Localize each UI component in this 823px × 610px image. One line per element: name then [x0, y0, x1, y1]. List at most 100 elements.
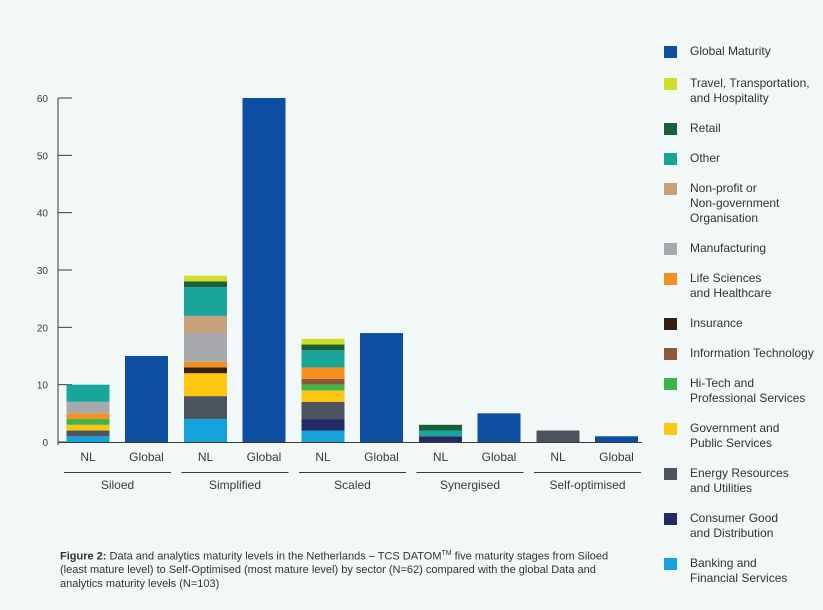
legend-swatch — [664, 558, 677, 570]
bar-segment — [125, 356, 168, 442]
bar-segment — [184, 367, 227, 374]
legend-item: Government and Public Services — [664, 421, 779, 451]
bar-segment — [184, 315, 227, 334]
legend-item: Banking and Financial Services — [664, 556, 787, 586]
bar-segment — [184, 281, 227, 288]
legend-item: Global Maturity — [664, 44, 771, 59]
bar-segment — [301, 344, 345, 351]
legend-swatch — [664, 153, 677, 165]
y-tick-label: 20 — [37, 323, 49, 334]
legend-swatch — [664, 423, 677, 435]
bar-segment — [184, 361, 227, 368]
bar-segment — [66, 413, 110, 420]
legend-label: Other — [690, 151, 721, 165]
bar-segment — [184, 287, 227, 316]
legend-label: Consumer Good and Distribution — [690, 511, 779, 540]
legend-label: Banking and Financial Services — [690, 556, 788, 585]
bar-segment — [419, 436, 462, 442]
legend-swatch — [664, 348, 677, 360]
legend-swatch — [664, 78, 677, 90]
bar-segment — [66, 401, 110, 414]
bar-segment — [301, 419, 345, 431]
legend-swatch — [664, 46, 677, 58]
legend-swatch — [664, 378, 677, 390]
bar-segment — [301, 338, 345, 345]
legend-label: Insurance — [690, 316, 743, 330]
bar-segment — [301, 384, 345, 391]
bar-segment — [301, 378, 345, 385]
legend-label: Non-profit or Non-government Organisatio… — [690, 181, 780, 225]
legend-swatch — [664, 468, 677, 480]
legend-label: Government and Public Services — [690, 421, 780, 450]
bar-segment — [360, 333, 403, 442]
legend-item: Retail — [664, 121, 721, 136]
bar-segment — [536, 430, 580, 442]
x-tick-label: NL — [80, 450, 96, 464]
legend-label: Information Technology — [690, 346, 814, 360]
legend-label: Life Sciences and Healthcare — [690, 271, 772, 300]
y-tick-marks — [57, 97, 642, 445]
legend-label: Travel, Transportation, and Hospitality — [690, 76, 810, 105]
x-tick-label: NL — [198, 450, 214, 464]
bar-segment — [301, 430, 345, 442]
y-tick-label: 40 — [37, 209, 49, 220]
legend-item: Hi-Tech and Professional Services — [664, 376, 805, 406]
legend-item: Insurance — [664, 316, 743, 331]
caption-text: Data and analytics maturity levels in th… — [106, 550, 442, 563]
bar-segment — [595, 436, 638, 442]
bar-segment — [419, 430, 462, 437]
legend-item: Information Technology — [664, 346, 814, 361]
legend-swatch — [664, 513, 677, 525]
legend-swatch — [664, 183, 677, 195]
legend-item: Life Sciences and Healthcare — [664, 271, 771, 301]
y-tick-label: 60 — [37, 94, 49, 105]
legend-label: Energy Resources and Utilities — [690, 466, 789, 495]
caption-figure-label: Figure 2: — [60, 550, 107, 563]
legend-label: Hi-Tech and Professional Services — [690, 376, 806, 405]
bar-segment — [184, 373, 227, 397]
bar-segment — [477, 413, 521, 442]
y-tick-label: 10 — [37, 381, 49, 392]
x-tick-label: NL — [433, 450, 449, 464]
x-tick-label: Global — [129, 450, 164, 464]
y-tick-label: 0 — [42, 438, 48, 449]
bar-segment — [301, 350, 345, 368]
x-labels: NL Global NL Global NL Global NL Global NL Global — [80, 450, 634, 464]
group-label: Synergised — [440, 478, 500, 492]
bar-segment — [66, 430, 110, 437]
group-label: Simplified — [209, 478, 261, 492]
legend-swatch — [664, 123, 677, 135]
caption-text-cont: five maturity stages from Siloed (least … — [60, 550, 609, 590]
group-labels: Siloed Simplified Scaled Synergised Self-opt… — [64, 472, 641, 492]
group-label: Scaled — [334, 478, 371, 492]
x-tick-label: NL — [315, 450, 331, 464]
x-tick-label: Global — [247, 450, 282, 464]
x-tick-label: Global — [482, 450, 517, 464]
bar-segment — [66, 384, 110, 402]
bars — [66, 98, 638, 442]
group-label: Siloed — [101, 478, 134, 492]
bar-segment — [66, 424, 110, 431]
caption-trademark: TM — [441, 550, 452, 557]
x-tick-label: Global — [364, 450, 399, 464]
bar-segment — [184, 396, 227, 420]
legend-item: Manufacturing — [664, 241, 766, 256]
legend-swatch — [664, 318, 677, 330]
bar-segment — [184, 275, 227, 282]
legend-swatch — [664, 273, 677, 285]
figure-caption: Figure 2: Data and analytics maturity le… — [60, 547, 620, 591]
bar-segment — [184, 333, 227, 362]
legend-item: Consumer Good and Distribution — [664, 511, 778, 541]
legend-label: Retail — [690, 121, 721, 135]
bar-segment — [419, 424, 462, 431]
legend-item: Non-profit or Non-government Organisatio… — [664, 181, 779, 226]
legend-item: Energy Resources and Utilities — [664, 466, 789, 496]
bar-segment — [66, 436, 110, 442]
bar-segment — [301, 401, 345, 420]
bar-segment — [66, 419, 110, 425]
x-tick-label: Global — [599, 450, 634, 464]
legend-label: Global Maturity — [690, 44, 771, 58]
legend-label: Manufacturing — [690, 241, 767, 255]
group-label: Self-optimised — [549, 478, 625, 492]
